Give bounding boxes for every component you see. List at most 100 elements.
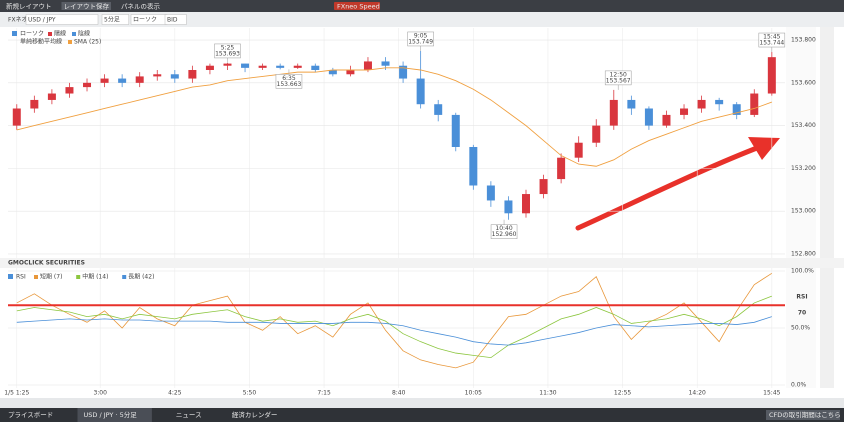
y-tick-label: 153.400 [791, 122, 816, 129]
scrollbar[interactable] [820, 27, 834, 388]
candle-body [346, 69, 355, 75]
x-tick-label: 15:45 [763, 390, 780, 397]
annotation-box [275, 74, 303, 89]
candle-body [574, 142, 583, 158]
candle-body [715, 99, 724, 105]
x-tick-label: 12:55 [614, 390, 631, 397]
annotation-box [604, 70, 632, 86]
candle-body [609, 99, 618, 126]
annotation-time: 9:05 [414, 32, 428, 39]
speed-button[interactable] [334, 2, 380, 10]
candle-body [170, 74, 179, 79]
candle-body [258, 65, 267, 68]
legend-swatch [48, 32, 52, 36]
watermark: GMOCLICK SECURITIES [8, 260, 85, 267]
candle-body [592, 125, 601, 143]
x-tick-label: 3:00 [93, 390, 107, 397]
legend-swatch [34, 275, 38, 279]
navigator[interactable] [0, 398, 844, 408]
rsi-title: RSI [16, 274, 26, 281]
annotation-time: 15:45 [763, 34, 780, 41]
toolbar-item[interactable]: 新規レイアウト [6, 2, 52, 11]
x-tick-label: 8:40 [392, 390, 406, 397]
candle-body [118, 78, 127, 83]
setting[interactable]: 5分足 [104, 16, 120, 24]
legend-label: 単純移動平均線 [20, 38, 62, 46]
annotation-price: 153.749 [408, 38, 433, 45]
candle-body [732, 104, 741, 115]
candle-body [293, 65, 302, 68]
legend-label: 長期 (42) [128, 273, 154, 281]
panel-separator [0, 258, 844, 268]
candle-body [100, 78, 109, 83]
annotation-price: 153.744 [759, 40, 784, 47]
footer-tab[interactable]: ニュース [176, 411, 202, 419]
candle-body [399, 65, 408, 79]
annotation-box [214, 43, 241, 59]
setting[interactable]: USD / JPY [28, 17, 56, 24]
toolbar-item[interactable]: パネルの表示 [121, 2, 161, 11]
legend-icon [12, 31, 17, 36]
select-box[interactable] [164, 14, 187, 25]
annotation-time: 5:25 [221, 44, 235, 51]
candle-body [188, 69, 197, 79]
reference-value: 70 [798, 310, 806, 317]
y-tick-label: 100.0% [791, 268, 814, 275]
candle-body [65, 87, 74, 94]
annotation-price: 152.960 [492, 231, 517, 238]
footer-tab[interactable]: プライスボード [8, 411, 53, 419]
footer-link-bg[interactable] [766, 410, 840, 420]
select-box[interactable] [101, 14, 130, 25]
candle-body [680, 108, 689, 115]
candle-body [47, 93, 56, 100]
rsi-axis [786, 268, 816, 388]
candle-body [644, 108, 653, 126]
annotation-box [758, 32, 786, 48]
candle-body [539, 179, 548, 195]
candle-body [416, 78, 425, 105]
annotation-price: 153.693 [215, 50, 240, 57]
setting[interactable]: ローソク [133, 17, 157, 24]
candle-body [83, 82, 92, 88]
legend-label: 陰線 [78, 30, 90, 38]
setting[interactable]: BID [167, 17, 178, 24]
speed-button-label[interactable]: FXneo Speed [337, 3, 380, 11]
footer [0, 408, 844, 422]
y-tick-label: 153.800 [791, 37, 816, 44]
candle-body [328, 69, 337, 75]
x-tick-label: 10:05 [465, 390, 482, 397]
candle-body [311, 65, 320, 70]
footer-link[interactable]: CFDの取引期間はこちら [769, 410, 841, 419]
candle-body [504, 200, 513, 214]
price-axis [786, 27, 816, 258]
legend-label: ローソク [20, 31, 44, 38]
y-tick-label: 50.0% [791, 325, 810, 332]
candle-body [12, 108, 21, 126]
candle-body [627, 99, 636, 109]
toolbar-item[interactable]: レイアウト保存 [64, 2, 110, 11]
x-tick-label: 7:15 [317, 390, 331, 397]
rsi-line [16, 272, 773, 369]
footer-tab[interactable]: 経済カレンダー [232, 410, 278, 419]
x-tick-label: 5:50 [243, 390, 257, 397]
legend-icon [8, 274, 13, 279]
settings-bar [0, 12, 844, 27]
candle-body [30, 99, 39, 109]
legend-swatch [68, 40, 72, 44]
annotation-box [490, 224, 518, 239]
active-tab[interactable] [77, 408, 152, 422]
x-tick-label: 1/5 1:25 [4, 390, 29, 397]
candle-body [241, 63, 250, 68]
annotation-price: 153.567 [606, 77, 631, 84]
setting: FXネオ [8, 17, 28, 24]
select-box[interactable] [25, 14, 99, 25]
candle-body [767, 57, 776, 94]
annotation-price: 153.663 [277, 81, 302, 88]
legend-label: SMA (25) [74, 39, 101, 46]
candle-body [434, 104, 443, 115]
footer-tab[interactable]: USD / JPY · 5分足 [84, 410, 138, 419]
candle-body [469, 146, 478, 186]
toolbar-button-bg [61, 2, 111, 10]
